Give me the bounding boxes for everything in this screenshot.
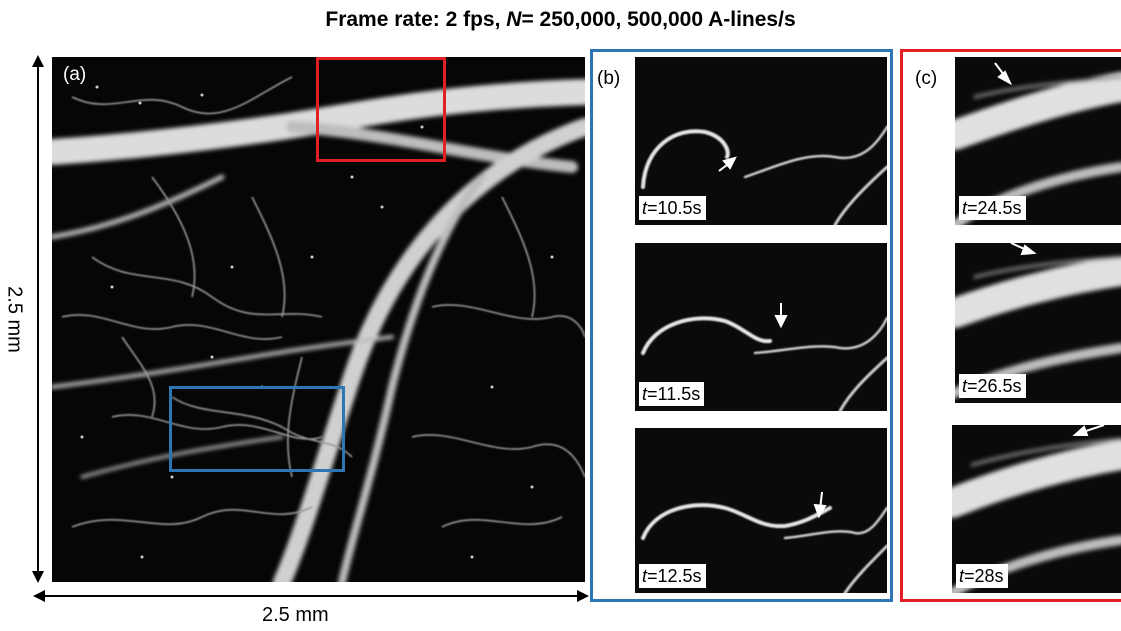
panel-c-tile-3: t=28s: [952, 425, 1121, 593]
time-value: =26.5s: [967, 376, 1022, 396]
time-label-c1: t=24.5s: [959, 196, 1026, 220]
panel-b-frame: [590, 49, 893, 602]
time-label-b2: t=11.5s: [639, 382, 705, 406]
vasculature-image-a: (a): [52, 57, 585, 582]
time-value: =24.5s: [967, 198, 1022, 218]
zoom-box-red: [316, 57, 446, 162]
zoom-box-blue: [169, 386, 345, 472]
t-symbol: t: [642, 566, 648, 586]
time-label-b1: t=10.5s: [639, 196, 706, 220]
t-symbol: t: [959, 566, 965, 586]
figure-title: Frame rate: 2 fps, N= 250,000, 500,000 A…: [0, 8, 1121, 32]
horizontal-scale-arrow: [33, 590, 589, 602]
time-label-b3: t=12.5s: [639, 564, 706, 588]
title-suffix: = 250,000, 500,000 A-lines/s: [521, 8, 796, 31]
time-value: =12.5s: [647, 566, 702, 586]
t-symbol: t: [962, 376, 968, 396]
panel-b-tile-2: t=11.5s: [635, 243, 887, 411]
panel-label-b: (b): [597, 68, 621, 89]
panel-b-tile-1: t=10.5s: [635, 57, 887, 225]
panel-c-tile-1: t=24.5s: [955, 57, 1121, 225]
time-value: =11.5s: [647, 384, 701, 404]
panel-b-tile-3: t=12.5s: [635, 428, 887, 593]
vessel-drawing-b2: [635, 243, 887, 411]
time-value: =28s: [964, 566, 1004, 586]
t-symbol: t: [642, 384, 648, 404]
vertical-scale-arrow: [32, 55, 44, 583]
time-value: =10.5s: [647, 198, 702, 218]
time-label-c2: t=26.5s: [959, 374, 1026, 398]
vessel-drawing-c2: [955, 243, 1121, 403]
title-prefix: Frame rate: 2 fps,: [325, 8, 507, 31]
panel-c-frame: [900, 49, 1121, 602]
panel-label-c: (c): [915, 68, 938, 89]
panel-label-a: (a): [63, 64, 87, 85]
title-n-symbol: N: [506, 8, 522, 31]
t-symbol: t: [642, 198, 648, 218]
panel-c-tile-2: t=26.5s: [955, 243, 1121, 403]
vertical-scale-label: 2.5 mm: [3, 286, 26, 353]
t-symbol: t: [962, 198, 968, 218]
horizontal-scale-label: 2.5 mm: [262, 604, 329, 626]
time-label-c3: t=28s: [956, 564, 1008, 588]
